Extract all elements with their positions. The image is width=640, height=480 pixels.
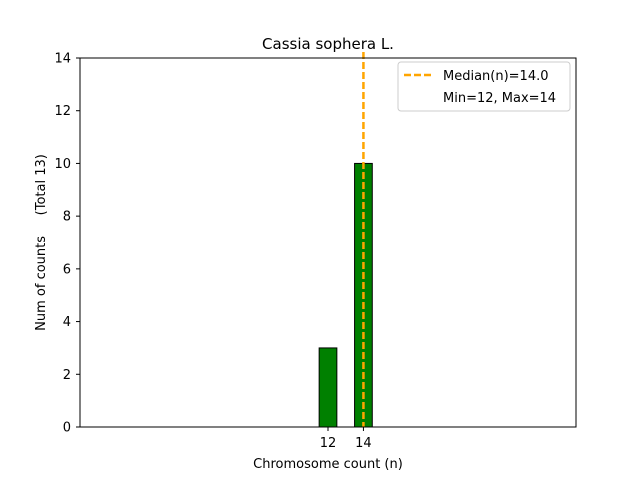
y-tick-label: 4 [63, 315, 71, 330]
chart-title: Cassia sophera L. [262, 35, 394, 53]
y-tick-label: 8 [63, 210, 71, 225]
bar-12 [318, 347, 338, 428]
y-tick-label: 10 [54, 157, 71, 172]
legend-median-label: Median(n)=14.0 [443, 69, 549, 84]
y-tick-label: 14 [54, 52, 71, 67]
y-tick-label: 12 [54, 104, 71, 119]
x-tick-label: 12 [320, 436, 337, 451]
x-tick-label: 14 [355, 436, 372, 451]
legend-box [397, 61, 571, 112]
y-tick-label: 0 [63, 421, 71, 436]
legend: Median(n)=14.0 Min=12, Max=14 [397, 61, 571, 112]
x-axis-label: Chromosome count (n) [253, 457, 403, 472]
legend-range-label: Min=12, Max=14 [443, 91, 556, 106]
y-tick-label: 6 [63, 262, 71, 277]
y-tick-label: 2 [63, 368, 71, 383]
y-axis-label: Num of counts (Total 13) [34, 154, 49, 331]
